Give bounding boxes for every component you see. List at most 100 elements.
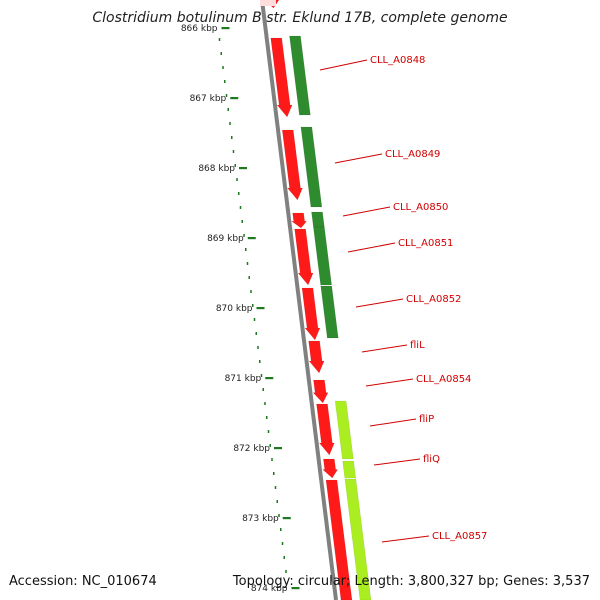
forward-gene-arrow: [281, 129, 303, 201]
scale-dot: [255, 332, 257, 335]
reverse-gene-block: [320, 285, 339, 339]
scale-tick: [265, 377, 274, 380]
scale-tick-label: 868 kbp: [198, 164, 235, 174]
scale-tick: [230, 97, 239, 100]
forward-gene-arrow: [308, 340, 325, 374]
reverse-gene-block: [311, 211, 325, 228]
scale-dot: [266, 416, 268, 419]
scale-dot: [232, 150, 235, 153]
gene-label: fliQ: [423, 454, 440, 465]
gene-leader-line: [369, 418, 417, 427]
backbone-line: [260, 0, 338, 600]
scale-dot: [278, 514, 280, 517]
forward-gene-arrow: [294, 228, 314, 286]
reverse-gene-block-light: [334, 400, 354, 460]
reverse-gene-block-light: [342, 460, 357, 479]
gene-leader-line: [319, 59, 368, 71]
scale-dot: [229, 122, 231, 125]
faded-gene: [260, 0, 276, 6]
scale-dot: [257, 346, 259, 349]
forward-gene-arrow: [312, 379, 329, 404]
scale-dot: [264, 402, 266, 405]
forward-gene-arrow: [270, 37, 293, 118]
scale-tick: [221, 27, 230, 30]
scale-tick: [274, 447, 282, 450]
scale-dot: [243, 234, 245, 237]
accession-text: Accession: NC_010674: [9, 574, 157, 589]
scale-dot: [253, 318, 256, 321]
gene-leader-line: [334, 153, 383, 164]
map-title: Clostridium botulinum B str. Eklund 17B,…: [92, 10, 508, 26]
gene-leader-line: [342, 206, 391, 217]
scale-tick-label: 867 kbp: [190, 94, 227, 104]
gene-label: fliL: [410, 340, 425, 351]
scale-tick: [239, 167, 247, 170]
forward-gene-arrow: [301, 287, 321, 341]
scale-dot: [241, 220, 243, 223]
gene-label: CLL_A0857: [432, 531, 487, 542]
scale-dot: [269, 444, 271, 447]
scale-tick-label: 866 kbp: [181, 24, 218, 34]
reverse-gene-block-light: [344, 478, 372, 600]
scale-tick: [282, 517, 291, 520]
gene-labels: CLL_A0848 CLL_A0849 CLL_A0850 CLL_A0851 CLL_…: [319, 55, 487, 543]
scale-tick-label: 871 kbp: [225, 374, 262, 384]
scale-dot: [231, 136, 233, 139]
gene-leader-line: [373, 458, 421, 466]
scale-ticks: 866 kbp 867 kbp 868 kbp 869 kbp 870 kbp 871 k…: [181, 24, 300, 594]
scale-dot: [236, 178, 238, 181]
gene-leader-line: [355, 298, 404, 308]
gene-label: CLL_A0851: [398, 238, 453, 249]
gene-label: CLL_A0849: [385, 149, 440, 160]
scale-dot: [227, 108, 229, 111]
scale-dot: [220, 52, 222, 55]
gene-leader-line: [381, 535, 430, 543]
reverse-gene-block: [313, 226, 332, 286]
scale-dot: [283, 556, 285, 559]
gene-label: CLL_A0852: [406, 294, 461, 305]
scale-dot: [262, 388, 264, 391]
gene-label: CLL_A0848: [370, 55, 425, 66]
scale-dot: [248, 276, 250, 279]
scale-dot-track: [218, 38, 287, 573]
scale-dot: [285, 570, 287, 573]
forward-gene-arrow: [325, 479, 353, 600]
scale-dot: [246, 262, 249, 265]
scale-dot: [280, 528, 282, 531]
scale-dot: [225, 94, 228, 97]
reverse-gene-block: [300, 126, 323, 208]
scale-dot: [224, 80, 226, 83]
genome-backbone: [260, 0, 338, 600]
scale-dot: [259, 360, 261, 363]
scale-tick-label: 870 kbp: [216, 304, 253, 314]
scale-tick: [291, 587, 300, 590]
forward-gene-arrow: [322, 458, 339, 479]
gene-label: CLL_A0850: [393, 202, 448, 213]
scale-dot: [273, 472, 275, 475]
scale-dot: [250, 290, 252, 293]
genome-stats-text: Topology: circular; Length: 3,800,327 bp…: [232, 574, 590, 589]
scale-tick-label: 874 kbp: [251, 584, 288, 594]
scale-dot: [252, 304, 254, 307]
scale-dot: [218, 38, 221, 41]
scale-dot: [260, 374, 263, 377]
reverse-gene-block: [289, 35, 311, 116]
gene-leader-line: [361, 344, 408, 353]
forward-gene-arrow: [290, 212, 308, 229]
scale-dot: [222, 66, 224, 69]
scale-dot: [238, 192, 240, 195]
gene-label: CLL_A0854: [416, 374, 471, 385]
gene-leader-line: [347, 242, 396, 253]
scale-tick: [247, 237, 256, 240]
gene-leader-line: [365, 378, 414, 387]
scale-dot: [281, 542, 284, 545]
scale-tick-label: 873 kbp: [242, 514, 279, 524]
forward-gene-arrow: [316, 403, 335, 456]
scale-dot: [274, 486, 277, 489]
scale-tick-label: 872 kbp: [233, 444, 270, 454]
scale-dot: [276, 500, 278, 503]
scale-dot: [245, 248, 247, 251]
scale-dot: [234, 164, 236, 167]
scale-tick: [256, 307, 265, 310]
